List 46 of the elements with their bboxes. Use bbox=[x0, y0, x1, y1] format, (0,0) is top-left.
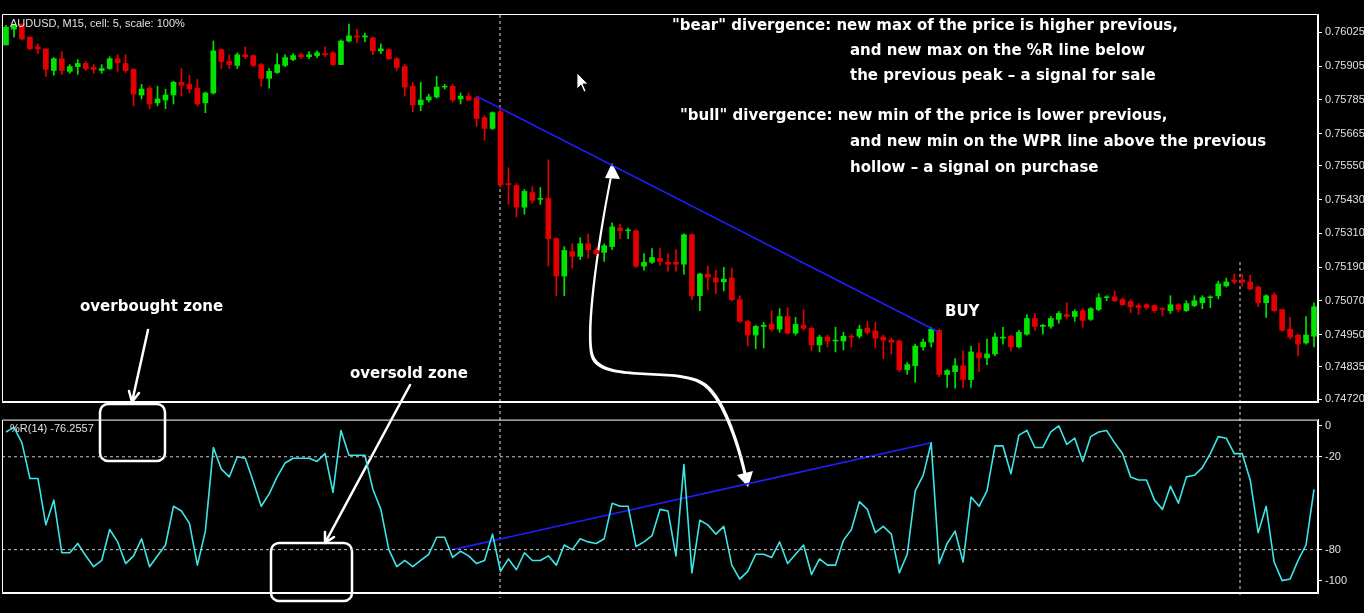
y-tick-label: 0.75310 bbox=[1325, 226, 1364, 239]
candlestick bbox=[713, 269, 719, 295]
candlestick bbox=[1063, 302, 1070, 319]
y-tick-label: -20 bbox=[1325, 449, 1341, 462]
candlestick bbox=[665, 253, 671, 272]
y-tick-label: -100 bbox=[1325, 573, 1348, 586]
y-tick-label: 0.75905 bbox=[1325, 59, 1364, 72]
candlestick bbox=[322, 46, 328, 58]
annotation: "bull" divergence: new min of the price is lower previous, bbox=[680, 106, 1168, 124]
annotation: and new min on the WPR line above the previous bbox=[850, 132, 1267, 150]
annotation: and new max on the %R line below bbox=[850, 41, 1146, 59]
candlestick bbox=[984, 338, 990, 365]
y-tick-label: 0.75070 bbox=[1325, 293, 1364, 306]
candlestick bbox=[944, 369, 950, 388]
candlestick bbox=[417, 81, 424, 112]
candlestick bbox=[1000, 326, 1006, 345]
y-tick-label: 0.74720 bbox=[1325, 392, 1364, 405]
candlestick bbox=[226, 54, 233, 69]
candlestick bbox=[569, 243, 576, 269]
candlestick bbox=[976, 342, 982, 372]
y-tick-label: 0.75550 bbox=[1325, 158, 1364, 171]
y-tick-label: 0.75430 bbox=[1325, 192, 1364, 205]
candlestick bbox=[617, 223, 623, 239]
candlestick bbox=[720, 267, 727, 292]
y-tick-label: 0 bbox=[1325, 418, 1332, 431]
chart-title: AUDUSD, M15, cell: 5, scale: 100% bbox=[10, 16, 186, 29]
y-tick-label: 0.75665 bbox=[1325, 126, 1364, 139]
y-tick-label: -80 bbox=[1325, 542, 1341, 555]
candlestick bbox=[760, 322, 767, 349]
candlestick bbox=[657, 248, 663, 266]
annotation: oversold zone bbox=[350, 364, 468, 382]
annotation: overbought zone bbox=[80, 297, 224, 315]
chart-title: %R(14) -76.2557 bbox=[10, 422, 94, 435]
y-tick-label: 0.74835 bbox=[1325, 359, 1364, 372]
annotation: the previous peak – a signal for sale bbox=[850, 66, 1156, 84]
annotation: hollow – a signal on purchase bbox=[850, 158, 1099, 176]
annotation: "bear" divergence: new max of the price is higher previous, bbox=[672, 16, 1178, 34]
annotation: BUY bbox=[945, 302, 980, 320]
candlestick bbox=[952, 358, 958, 389]
y-tick-label: 0.76025 bbox=[1325, 25, 1364, 38]
candlestick bbox=[673, 249, 679, 272]
candlestick bbox=[1040, 324, 1046, 335]
candlestick bbox=[74, 59, 81, 75]
y-tick-label: 0.75190 bbox=[1325, 260, 1364, 273]
y-tick-label: 0.74950 bbox=[1325, 327, 1364, 340]
y-tick-label: 0.75785 bbox=[1325, 92, 1364, 105]
